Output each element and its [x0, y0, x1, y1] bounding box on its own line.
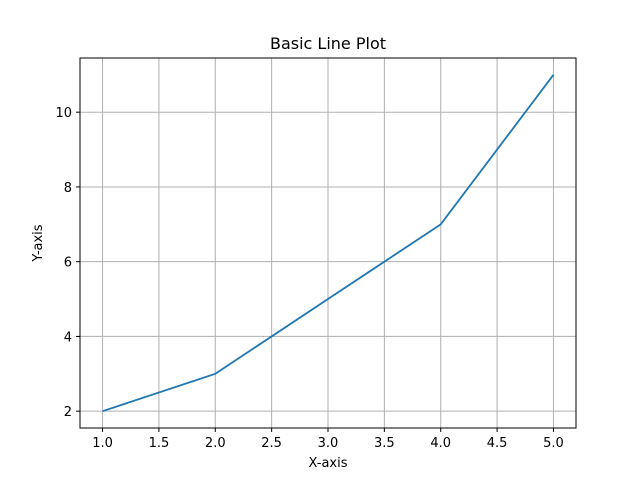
y-axis-label: Y-axis: [31, 224, 46, 262]
chart-title: Basic Line Plot: [270, 34, 386, 53]
x-tick-label: 1.0: [92, 436, 113, 451]
x-axis-ticks: 1.0 1.5 2.0 2.5 3.0 3.5 4.0 4.5 5.0: [92, 428, 564, 451]
x-tick-label: 3.0: [318, 436, 339, 451]
x-tick-label: 2.0: [205, 436, 226, 451]
y-tick-label: 4: [64, 330, 72, 345]
y-tick-label: 10: [55, 106, 72, 121]
series-line: [102, 74, 555, 413]
series-layer: [102, 74, 555, 413]
x-tick-label: 1.5: [149, 436, 170, 451]
x-tick-label: 4.0: [430, 436, 451, 451]
y-tick-label: 8: [64, 181, 72, 196]
grid: [80, 58, 576, 428]
x-tick-label: 2.5: [261, 436, 282, 451]
x-axis-label: X-axis: [309, 456, 348, 471]
x-tick-label: 3.5: [374, 436, 395, 451]
x-tick-label: 5.0: [543, 436, 564, 451]
y-tick-label: 6: [64, 256, 72, 271]
y-axis-ticks: 2 4 6 8 10: [55, 106, 80, 420]
x-tick-label: 4.5: [487, 436, 508, 451]
y-tick-label: 2: [64, 405, 72, 420]
